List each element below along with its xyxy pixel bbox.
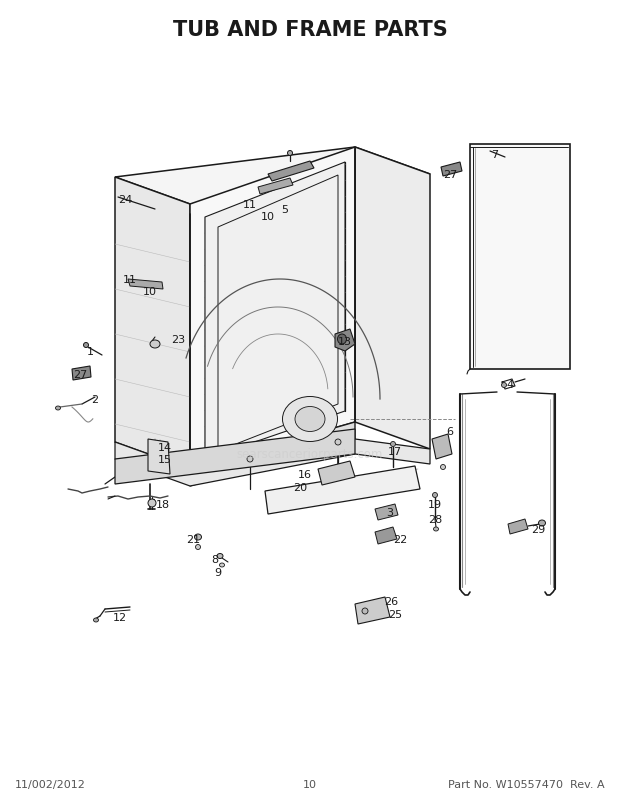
Text: 11: 11 bbox=[243, 200, 257, 210]
Text: 10: 10 bbox=[143, 286, 157, 297]
Polygon shape bbox=[115, 439, 430, 486]
Polygon shape bbox=[115, 429, 355, 484]
Polygon shape bbox=[318, 461, 355, 485]
Text: 12: 12 bbox=[113, 612, 127, 622]
Text: 5: 5 bbox=[281, 205, 288, 215]
Ellipse shape bbox=[219, 563, 224, 567]
Text: 4: 4 bbox=[507, 379, 513, 390]
Text: 13: 13 bbox=[338, 337, 352, 346]
Text: 11/002/2012: 11/002/2012 bbox=[15, 779, 86, 789]
Polygon shape bbox=[268, 162, 314, 182]
Text: 20: 20 bbox=[293, 482, 307, 492]
Text: 3: 3 bbox=[386, 508, 394, 517]
Ellipse shape bbox=[195, 534, 202, 541]
Ellipse shape bbox=[433, 493, 438, 498]
Ellipse shape bbox=[217, 554, 223, 559]
Text: 18: 18 bbox=[156, 500, 170, 509]
Text: 28: 28 bbox=[428, 514, 442, 525]
Text: searscanceriorparts.com: searscanceriorparts.com bbox=[237, 448, 383, 461]
Ellipse shape bbox=[84, 343, 89, 348]
Ellipse shape bbox=[295, 407, 325, 432]
Text: 27: 27 bbox=[73, 370, 87, 379]
Text: 8: 8 bbox=[211, 554, 219, 565]
Ellipse shape bbox=[391, 442, 396, 447]
Ellipse shape bbox=[247, 456, 253, 463]
Polygon shape bbox=[190, 423, 355, 486]
Text: TUB AND FRAME PARTS: TUB AND FRAME PARTS bbox=[172, 20, 448, 40]
Text: 9: 9 bbox=[215, 567, 221, 577]
Text: 21: 21 bbox=[186, 534, 200, 545]
Polygon shape bbox=[72, 367, 91, 380]
Ellipse shape bbox=[502, 383, 507, 388]
Text: 24: 24 bbox=[118, 195, 132, 205]
Ellipse shape bbox=[433, 528, 438, 532]
Ellipse shape bbox=[362, 608, 368, 614]
Ellipse shape bbox=[195, 545, 200, 550]
Text: 27: 27 bbox=[443, 170, 457, 180]
Polygon shape bbox=[508, 520, 528, 534]
Ellipse shape bbox=[539, 520, 546, 526]
Text: 29: 29 bbox=[531, 525, 545, 534]
Ellipse shape bbox=[440, 465, 446, 470]
Text: 2: 2 bbox=[91, 395, 99, 404]
Ellipse shape bbox=[337, 334, 347, 345]
Polygon shape bbox=[470, 145, 570, 370]
Text: 14: 14 bbox=[158, 443, 172, 452]
Text: 11: 11 bbox=[123, 274, 137, 285]
Text: Part No. W10557470  Rev. A: Part No. W10557470 Rev. A bbox=[448, 779, 605, 789]
Text: 7: 7 bbox=[492, 150, 498, 160]
Polygon shape bbox=[355, 597, 390, 624]
Text: 10: 10 bbox=[303, 779, 317, 789]
Ellipse shape bbox=[288, 152, 293, 156]
Ellipse shape bbox=[56, 407, 61, 411]
Text: 25: 25 bbox=[388, 610, 402, 619]
Polygon shape bbox=[441, 163, 462, 176]
Ellipse shape bbox=[148, 500, 156, 508]
Polygon shape bbox=[432, 435, 452, 460]
Polygon shape bbox=[205, 163, 345, 460]
Ellipse shape bbox=[150, 341, 160, 349]
Polygon shape bbox=[265, 467, 420, 514]
Polygon shape bbox=[258, 179, 293, 195]
Polygon shape bbox=[335, 330, 355, 351]
Polygon shape bbox=[375, 504, 398, 520]
Polygon shape bbox=[190, 148, 355, 469]
Polygon shape bbox=[115, 178, 190, 469]
Polygon shape bbox=[355, 148, 430, 449]
Text: 10: 10 bbox=[261, 212, 275, 221]
Text: 17: 17 bbox=[388, 447, 402, 456]
Text: 15: 15 bbox=[158, 455, 172, 464]
Ellipse shape bbox=[335, 439, 341, 445]
Text: 23: 23 bbox=[171, 334, 185, 345]
Text: 22: 22 bbox=[393, 534, 407, 545]
Text: 6: 6 bbox=[446, 427, 453, 436]
Text: 19: 19 bbox=[428, 500, 442, 509]
Polygon shape bbox=[115, 148, 430, 205]
Polygon shape bbox=[128, 280, 163, 290]
Ellipse shape bbox=[94, 618, 99, 622]
Polygon shape bbox=[148, 439, 170, 475]
Text: 1: 1 bbox=[87, 346, 94, 357]
Text: 26: 26 bbox=[384, 596, 398, 606]
Ellipse shape bbox=[283, 397, 337, 442]
Polygon shape bbox=[375, 528, 397, 545]
Text: 16: 16 bbox=[298, 469, 312, 480]
